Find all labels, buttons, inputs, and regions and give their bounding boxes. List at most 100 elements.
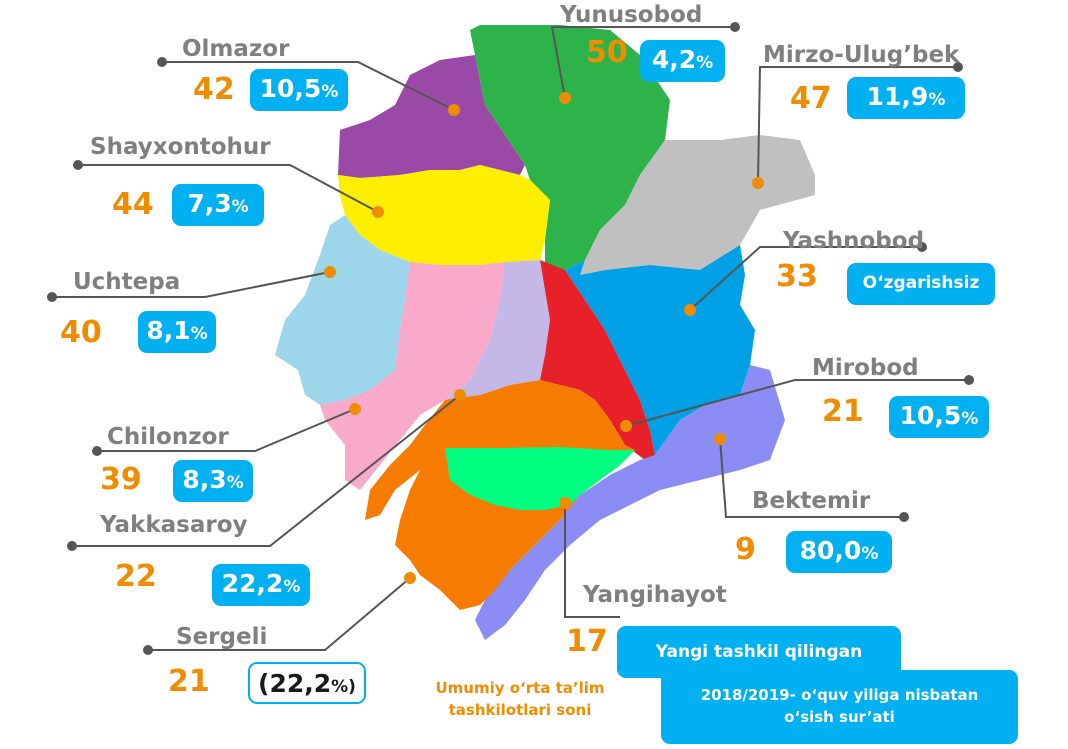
label-shayxontohur: Shayxontohur xyxy=(90,134,271,160)
leader-yakkasaroy xyxy=(72,394,461,547)
badge-mirobod-unit: % xyxy=(961,409,979,429)
label-yashnobod: Yashnobod xyxy=(783,228,925,254)
district-points xyxy=(324,92,764,584)
badge-yakkasaroy-unit: % xyxy=(283,577,301,597)
district-bektemir[interactable] xyxy=(475,365,785,640)
point-yashnobod[interactable] xyxy=(684,304,696,316)
point-chilonzor[interactable] xyxy=(349,403,361,415)
badge-chilonzor-value: 8,3 xyxy=(182,465,227,494)
count-yangihayot: 17 xyxy=(566,624,608,659)
label-yunusobod: Yunusobod xyxy=(560,2,703,28)
end-dot-yakkasaroy xyxy=(67,541,77,551)
badge-bektemir: 80,0% xyxy=(786,531,892,573)
point-mirobod[interactable] xyxy=(620,420,632,432)
badge-olmazor-value: 10,5 xyxy=(259,74,322,103)
leader-sergeli xyxy=(148,577,411,651)
badge-chilonzor: 8,3% xyxy=(173,460,253,502)
count-uchtepa: 40 xyxy=(60,315,102,350)
point-mirzo-ulugbek[interactable] xyxy=(752,177,764,189)
leader-yashnobod xyxy=(689,246,922,311)
district-mirzo-ulugbek[interactable] xyxy=(580,135,815,275)
badge-yunusobod: 4,2% xyxy=(640,40,725,82)
end-dot-mirzo-ulugbek xyxy=(953,62,963,72)
point-yakkasaroy[interactable] xyxy=(454,389,466,401)
badge-mirzo-ulugbek-value: 11,9 xyxy=(866,82,929,111)
count-yakkasaroy: 22 xyxy=(115,559,157,594)
badge-yakkasaroy: 22,2% xyxy=(212,564,310,606)
count-yunusobod: 50 xyxy=(586,35,628,70)
end-dot-shayxontohur xyxy=(73,160,83,170)
leader-uchtepa xyxy=(52,271,331,298)
label-sergeli: Sergeli xyxy=(176,624,268,650)
point-olmazor[interactable] xyxy=(448,104,460,116)
point-uchtepa[interactable] xyxy=(324,266,336,278)
badge-mirzo-ulugbek: 11,9% xyxy=(847,77,965,119)
legend-growth-rate-label: 2018/2019- o‘quv yiliga nisbatan o‘sish … xyxy=(700,686,979,726)
end-dot-sergeli xyxy=(143,645,153,655)
leader-lines xyxy=(52,26,969,651)
leader-mirobod xyxy=(625,379,969,427)
label-uchtepa: Uchtepa xyxy=(73,269,181,295)
badge-sergeli-unit: %) xyxy=(331,677,356,697)
district-mirobod[interactable] xyxy=(540,260,655,460)
badge-mirobod-value: 10,5 xyxy=(899,401,962,430)
point-shayxontohur[interactable] xyxy=(372,206,384,218)
count-yashnobod: 33 xyxy=(776,259,818,294)
label-bektemir: Bektemir xyxy=(752,488,871,514)
legend-count-label: Umumiy o‘rta ta’lim tashkilotlari soni xyxy=(420,677,620,721)
badge-yunusobod-unit: % xyxy=(696,53,714,73)
end-dot-olmazor xyxy=(157,57,167,67)
label-yakkasaroy: Yakkasaroy xyxy=(100,512,248,538)
label-mirobod: Mirobod xyxy=(812,355,919,381)
district-yangihayot[interactable] xyxy=(445,447,635,510)
leader-yangihayot xyxy=(564,503,620,618)
label-mirzo-ulugbek: Mirzo-Ulug’bek xyxy=(763,42,960,68)
badge-shayxontohur-value: 7,3 xyxy=(187,189,232,218)
legend-new-district-label: Yangi tashkil qilingan xyxy=(655,642,863,662)
end-dot-uchtepa xyxy=(47,292,57,302)
count-mirobod: 21 xyxy=(822,394,864,429)
end-dot-chilonzor xyxy=(92,446,102,456)
district-olmazor[interactable] xyxy=(338,55,525,178)
badge-sergeli-value: (22,2 xyxy=(258,669,332,698)
count-bektemir: 9 xyxy=(735,532,756,567)
badge-uchtepa-value: 8,1 xyxy=(146,316,191,345)
legend-count-label-text: Umumiy o‘rta ta’lim tashkilotlari soni xyxy=(435,679,605,719)
badge-chilonzor-unit: % xyxy=(226,473,244,493)
point-yangihayot[interactable] xyxy=(559,497,571,509)
count-sergeli: 21 xyxy=(168,664,210,699)
badge-yunusobod-value: 4,2 xyxy=(651,45,697,74)
legend-growth-rate: 2018/2019- o‘quv yiliga nisbatan o‘sish … xyxy=(661,670,1018,744)
district-uchtepa[interactable] xyxy=(275,215,410,405)
badge-mirobod: 10,5% xyxy=(889,396,989,438)
badge-yashnobod-value: O‘zgarishsiz xyxy=(862,273,980,293)
count-mirzo-ulugbek: 47 xyxy=(790,81,832,116)
badge-shayxontohur: 7,3% xyxy=(172,184,264,226)
leader-shayxontohur xyxy=(78,164,379,213)
district-shayxontohur[interactable] xyxy=(338,165,550,265)
badge-mirzo-ulugbek-unit: % xyxy=(928,90,946,110)
point-yunusobod[interactable] xyxy=(559,92,571,104)
leader-chilonzor xyxy=(97,408,356,452)
end-dot-yunusobod xyxy=(730,22,740,32)
end-dot-bektemir xyxy=(899,512,909,522)
badge-bektemir-unit: % xyxy=(861,544,879,564)
badge-uchtepa: 8,1% xyxy=(138,311,216,353)
point-sergeli[interactable] xyxy=(404,572,416,584)
district-yakkasaroy[interactable] xyxy=(445,260,550,400)
badge-sergeli: (22,2%) xyxy=(248,662,366,704)
end-dot-yashnobod xyxy=(917,242,927,252)
legend-new-district: Yangi tashkil qilingan xyxy=(617,626,901,678)
badge-yashnobod: O‘zgarishsiz xyxy=(847,263,995,305)
district-chilonzor[interactable] xyxy=(320,262,505,490)
leader-yunusobod xyxy=(550,26,735,99)
leader-end-dots xyxy=(47,22,974,655)
point-bektemir[interactable] xyxy=(714,433,726,445)
count-chilonzor: 39 xyxy=(100,462,142,497)
leader-bektemir xyxy=(719,438,904,518)
end-dot-mirobod xyxy=(964,375,974,385)
district-yunusobod[interactable] xyxy=(470,25,670,270)
leader-olmazor xyxy=(162,61,455,111)
district-yashnobod[interactable] xyxy=(565,245,755,455)
